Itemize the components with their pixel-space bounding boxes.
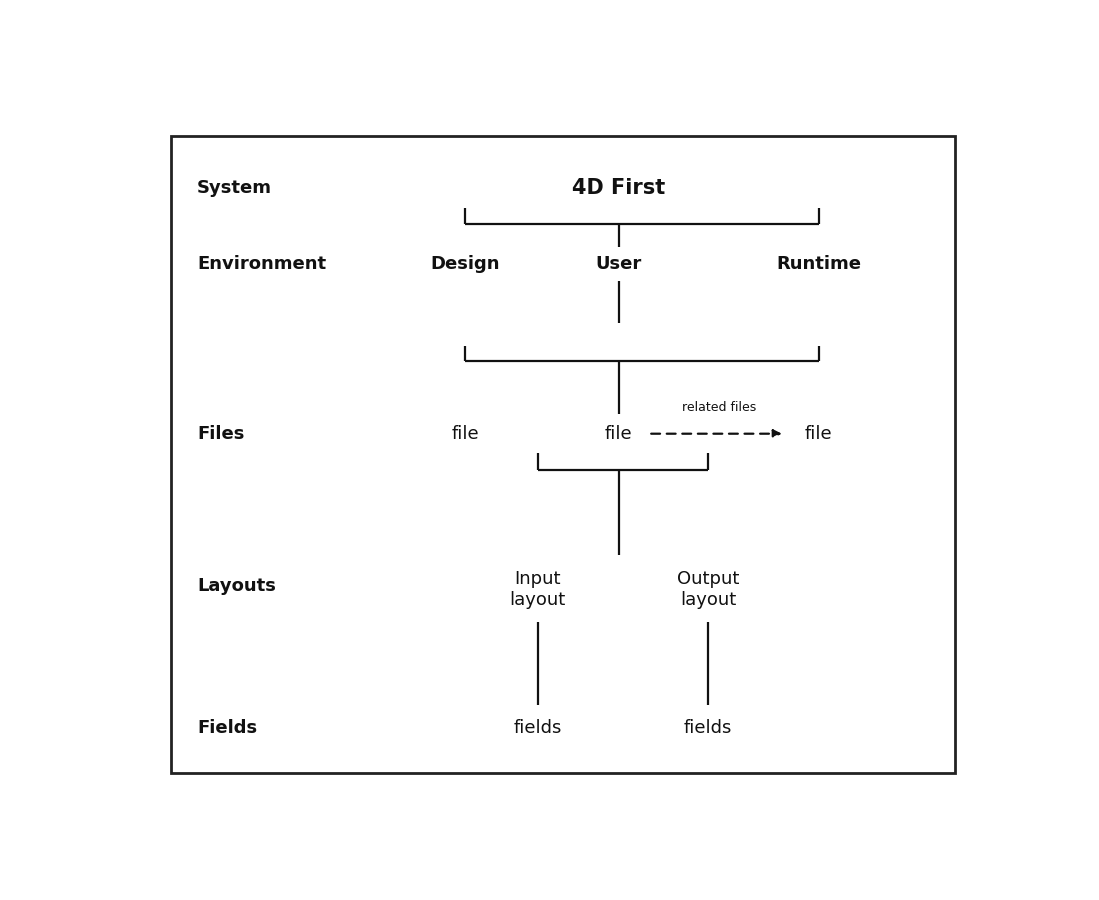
Text: Input
layout: Input layout bbox=[510, 571, 566, 609]
Text: file: file bbox=[604, 425, 632, 443]
Text: related files: related files bbox=[682, 400, 756, 414]
FancyBboxPatch shape bbox=[171, 136, 955, 773]
Text: Output
layout: Output layout bbox=[677, 571, 740, 609]
Text: 4D First: 4D First bbox=[571, 177, 665, 198]
Text: Layouts: Layouts bbox=[197, 577, 276, 595]
Text: Files: Files bbox=[197, 425, 244, 443]
Text: Runtime: Runtime bbox=[776, 255, 862, 273]
Text: Environment: Environment bbox=[197, 255, 326, 273]
Text: System: System bbox=[197, 179, 271, 197]
Text: file: file bbox=[804, 425, 833, 443]
Text: User: User bbox=[596, 255, 642, 273]
Text: Design: Design bbox=[431, 255, 500, 273]
Text: fields: fields bbox=[684, 719, 732, 737]
Text: file: file bbox=[452, 425, 479, 443]
Text: Fields: Fields bbox=[197, 719, 257, 737]
Text: fields: fields bbox=[513, 719, 562, 737]
